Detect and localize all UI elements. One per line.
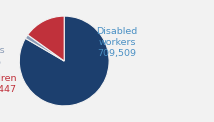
Text: Children
128,447: Children 128,447	[0, 74, 17, 94]
Wedge shape	[28, 16, 64, 61]
Wedge shape	[25, 35, 64, 61]
Wedge shape	[19, 16, 109, 106]
Text: Spouses
12,586: Spouses 12,586	[0, 46, 5, 67]
Text: Disabled
workers
709,509: Disabled workers 709,509	[97, 27, 138, 58]
